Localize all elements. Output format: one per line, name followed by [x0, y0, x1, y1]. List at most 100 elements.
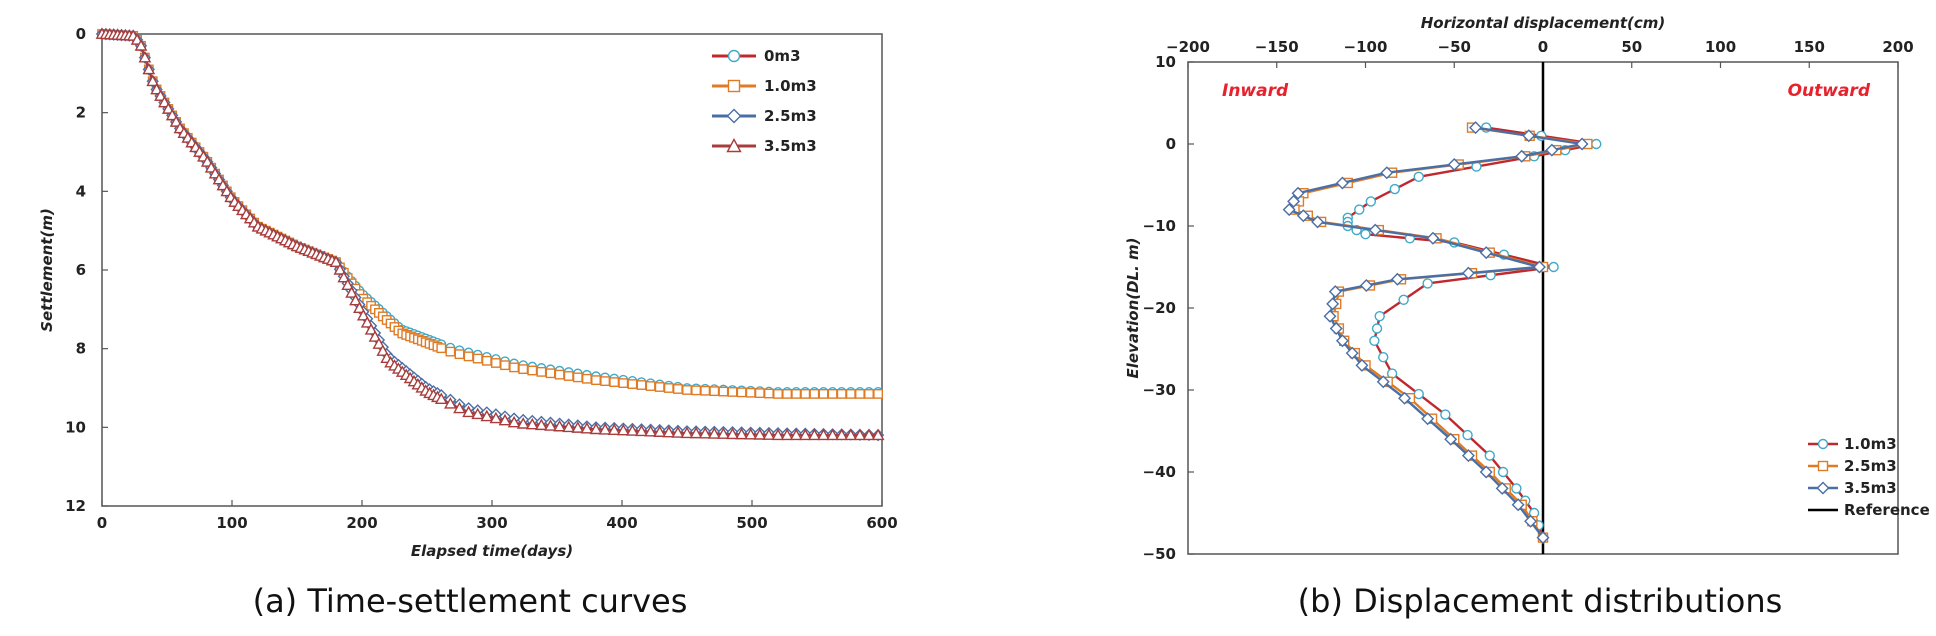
data-point	[341, 278, 355, 291]
data-point	[1329, 322, 1343, 335]
data-point	[1376, 375, 1390, 389]
data-point	[150, 82, 163, 95]
time-settlement-chart: 0 100 200 300 400 500 600 0 2 4 6 8 10 12 Elapsed ti…	[38, 25, 898, 620]
data-point	[372, 337, 386, 349]
data-point	[753, 428, 767, 440]
x-tick-label: −150	[1255, 38, 1299, 56]
displacement-chart: −200 −150 −100 −50 0 50 100 150 200 100−10−20−30…	[1124, 14, 1930, 620]
x-tick-label: 400	[606, 514, 637, 532]
data-point	[158, 95, 171, 108]
data-point	[771, 428, 785, 441]
data-point	[582, 373, 592, 384]
data-point	[471, 407, 485, 420]
data-point	[1484, 450, 1495, 461]
data-point	[645, 381, 656, 391]
data-point	[453, 401, 466, 414]
data-point	[864, 389, 874, 399]
data-point	[1355, 358, 1369, 372]
x-axis-label-b: Horizontal displacement(cm)	[1421, 14, 1666, 32]
y-tick-label: 12	[65, 497, 86, 515]
data-point	[1536, 531, 1550, 545]
legend-label: 3.5m3	[1844, 479, 1897, 497]
data-point	[1461, 449, 1475, 463]
data-point	[165, 108, 179, 121]
data-point	[1421, 412, 1435, 426]
y-tick-label: −20	[1143, 299, 1176, 317]
data-point	[800, 389, 811, 399]
data-point	[607, 423, 621, 435]
data-point	[463, 351, 474, 362]
outward-annotation: Outward	[1788, 81, 1871, 101]
data-point	[1287, 194, 1301, 208]
data-point	[536, 366, 547, 377]
data-point	[845, 389, 856, 399]
data-point	[791, 389, 802, 399]
data-point	[808, 428, 821, 441]
data-point	[589, 422, 603, 435]
x-axis-label-a: Elapsed time(days)	[411, 542, 573, 560]
data-point	[1548, 261, 1559, 273]
data-point	[855, 389, 865, 399]
x-tick-label: 500	[736, 514, 767, 532]
data-point	[1511, 483, 1522, 494]
data-point	[1462, 429, 1473, 441]
data-point	[1479, 465, 1493, 479]
data-point	[662, 425, 676, 438]
data-point	[780, 428, 794, 441]
data-point	[844, 428, 858, 441]
x-tick-label: −200	[1166, 38, 1210, 56]
data-point	[1461, 266, 1475, 280]
data-point	[817, 428, 830, 441]
data-point	[1413, 171, 1424, 183]
data-point	[1422, 278, 1433, 289]
x-tick-label: 200	[346, 514, 377, 532]
data-point	[727, 387, 738, 397]
data-point	[1591, 138, 1602, 150]
legend-label: 2.5m3	[764, 107, 817, 125]
data-point	[836, 389, 847, 399]
series-3.5m3	[95, 27, 885, 441]
legend-b: 1.0m3 2.5m3 3.5m3 Reference	[1808, 435, 1930, 519]
y-axis-label-b: Elevation(DL. m)	[1124, 237, 1142, 378]
data-point	[481, 355, 492, 366]
data-point	[1335, 176, 1349, 190]
inward-annotation: Inward	[1222, 81, 1289, 101]
data-point	[1296, 209, 1310, 223]
y-axis-label-a: Settlement(m)	[38, 208, 56, 332]
y-tick-label: −50	[1143, 545, 1176, 563]
data-point	[754, 388, 765, 399]
data-point	[436, 343, 447, 354]
x-tick-label: −50	[1438, 38, 1471, 56]
data-point	[445, 346, 456, 357]
data-point	[653, 425, 667, 437]
data-point	[1378, 352, 1389, 363]
data-point	[826, 428, 839, 441]
data-point	[1522, 129, 1536, 143]
data-point	[1479, 246, 1493, 260]
data-point	[762, 428, 776, 440]
data-point	[862, 428, 876, 441]
data-point	[682, 385, 692, 395]
data-point	[1495, 481, 1509, 495]
data-point	[1575, 137, 1589, 151]
data-point	[580, 421, 594, 434]
data-point	[1354, 204, 1365, 215]
data-point	[480, 409, 494, 422]
legend-marker	[1817, 460, 1829, 472]
data-point	[745, 387, 756, 398]
data-point	[498, 413, 512, 426]
legend-label: 2.5m3	[1844, 457, 1897, 475]
data-point	[353, 301, 366, 314]
data-point	[663, 383, 674, 393]
legend-label: 1.0m3	[1844, 435, 1897, 453]
data-point	[1413, 388, 1424, 400]
data-point	[525, 417, 539, 430]
data-point	[1497, 466, 1509, 478]
series-line	[1346, 126, 1598, 539]
data-point	[1369, 335, 1380, 346]
data-point	[871, 428, 885, 441]
data-point	[1374, 311, 1385, 322]
legend-label: 0m3	[764, 47, 801, 65]
series-b	[1282, 121, 1602, 545]
data-point	[1345, 346, 1359, 360]
